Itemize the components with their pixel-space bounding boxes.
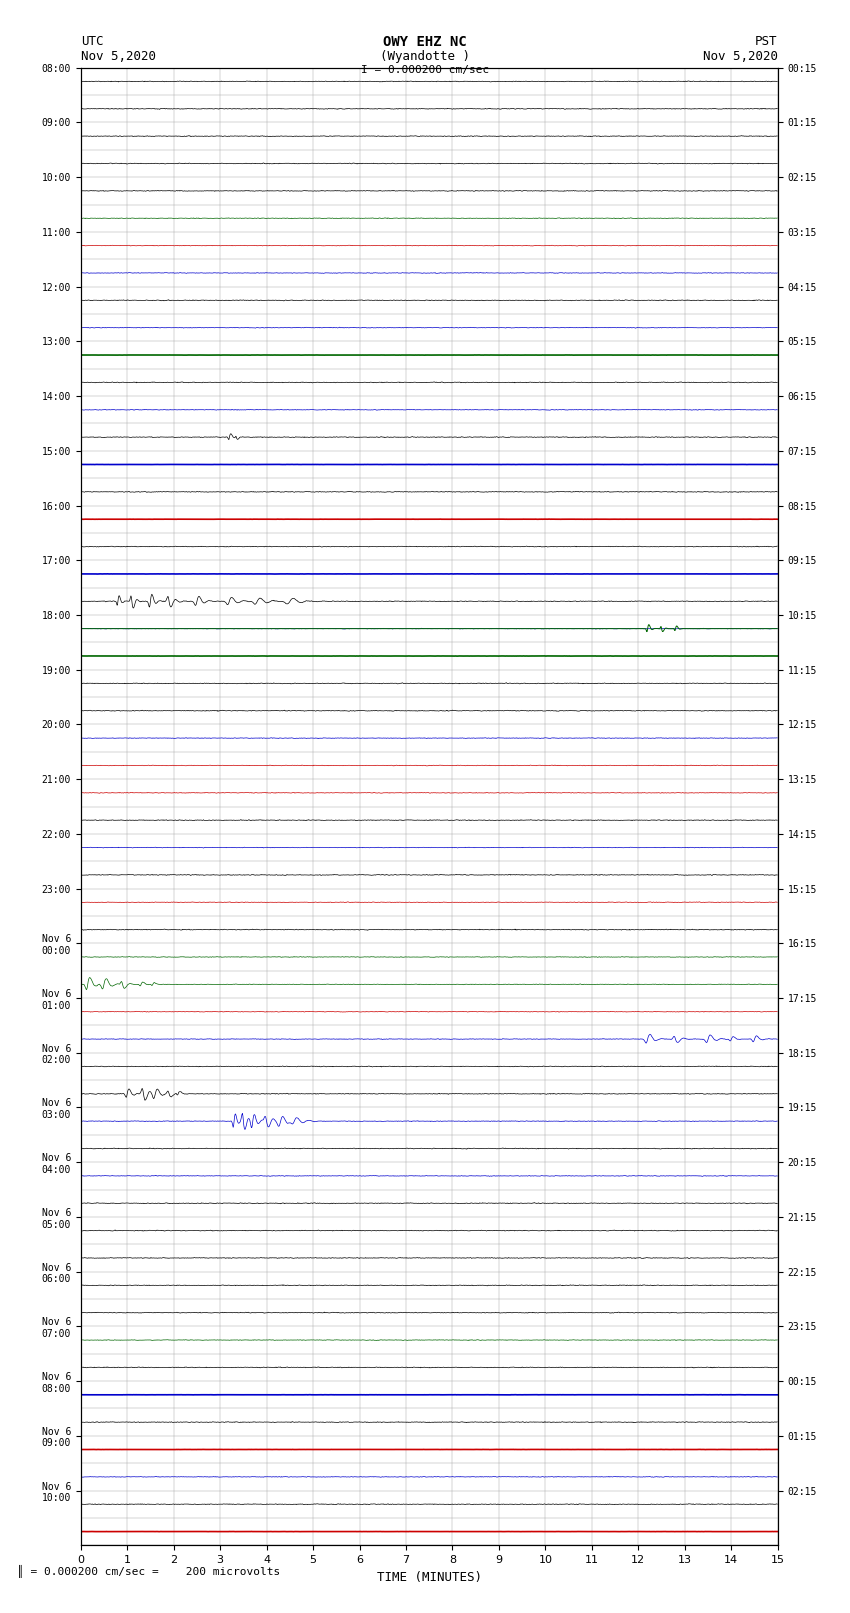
X-axis label: TIME (MINUTES): TIME (MINUTES) bbox=[377, 1571, 482, 1584]
Text: OWY EHZ NC: OWY EHZ NC bbox=[383, 35, 467, 50]
Text: Nov 5,2020: Nov 5,2020 bbox=[703, 50, 778, 63]
Text: I = 0.000200 cm/sec: I = 0.000200 cm/sec bbox=[361, 65, 489, 74]
Text: Nov 5,2020: Nov 5,2020 bbox=[81, 50, 156, 63]
Text: (Wyandotte ): (Wyandotte ) bbox=[380, 50, 470, 63]
Text: UTC: UTC bbox=[81, 35, 103, 48]
Text: PST: PST bbox=[756, 35, 778, 48]
Text: ║ = 0.000200 cm/sec =    200 microvolts: ║ = 0.000200 cm/sec = 200 microvolts bbox=[17, 1565, 280, 1578]
